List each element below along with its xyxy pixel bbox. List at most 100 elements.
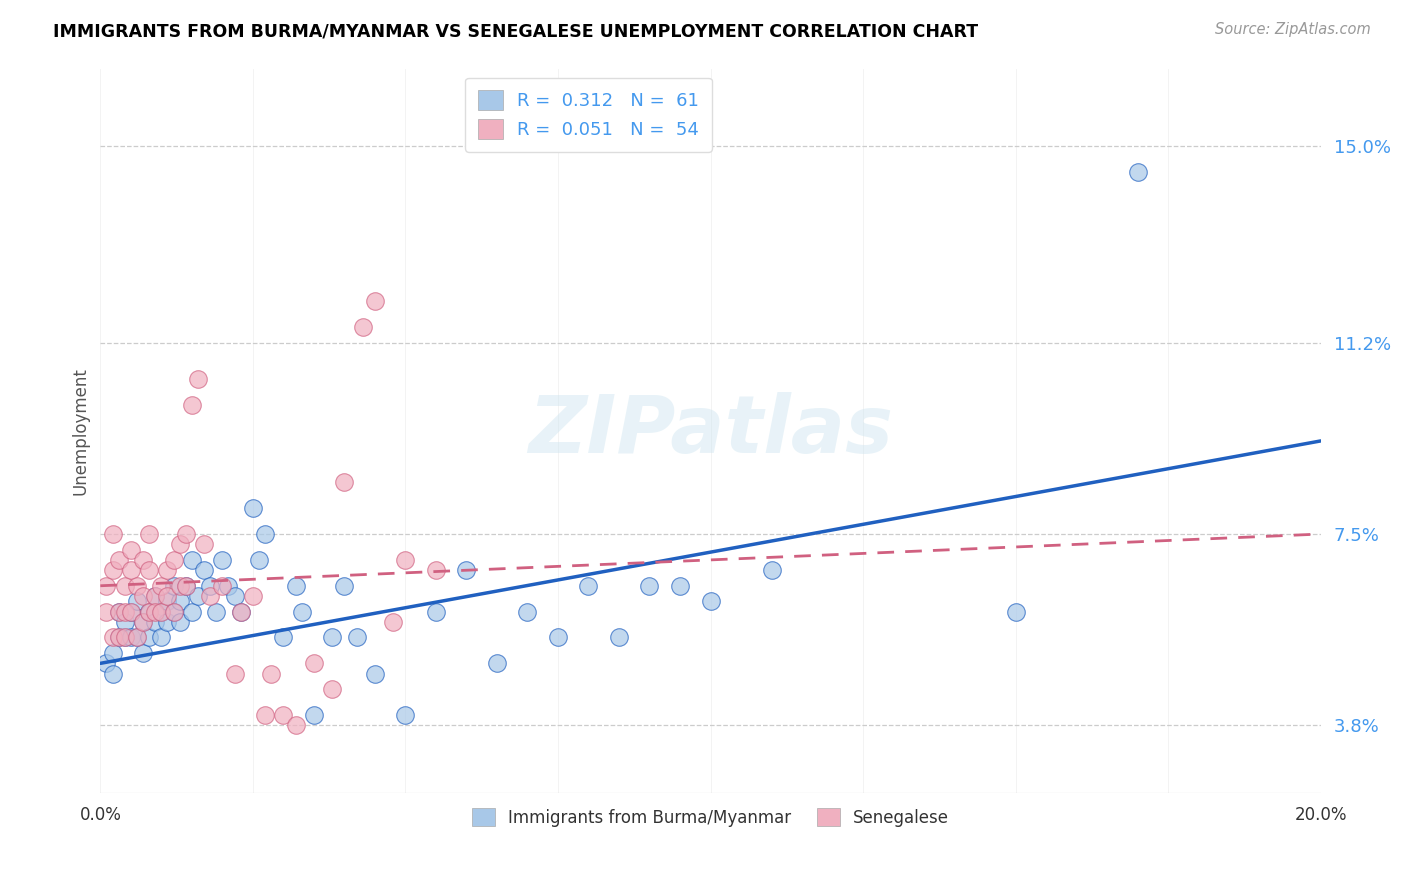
Point: [132, 615, 155, 629]
Point: [162, 605, 184, 619]
Point: [125, 594, 148, 608]
Point: [169, 579, 191, 593]
Point: [101, 646, 124, 660]
Point: [114, 631, 136, 645]
Point: [218, 579, 240, 593]
Point: [485, 657, 508, 671]
Point: [229, 605, 252, 619]
Point: [364, 666, 387, 681]
Point: [101, 666, 124, 681]
Point: [321, 682, 343, 697]
Point: [302, 657, 325, 671]
Point: [107, 553, 129, 567]
Point: [125, 631, 148, 645]
Point: [96, 579, 118, 593]
Point: [138, 563, 160, 577]
Point: [138, 527, 160, 541]
Point: [761, 563, 783, 577]
Point: [162, 605, 184, 619]
Point: [107, 631, 129, 645]
Point: [174, 579, 197, 593]
Point: [174, 579, 197, 593]
Point: [132, 615, 155, 629]
Point: [143, 589, 166, 603]
Point: [125, 579, 148, 593]
Point: [114, 605, 136, 619]
Point: [425, 605, 447, 619]
Point: [101, 631, 124, 645]
Point: [516, 605, 538, 619]
Point: [150, 579, 173, 593]
Point: [394, 708, 416, 723]
Point: [284, 718, 307, 732]
Point: [224, 589, 246, 603]
Point: [273, 631, 295, 645]
Point: [302, 708, 325, 723]
Point: [254, 708, 277, 723]
Point: [382, 615, 405, 629]
Point: [180, 553, 202, 567]
Point: [547, 631, 569, 645]
Point: [607, 631, 630, 645]
Point: [114, 579, 136, 593]
Point: [180, 605, 202, 619]
Point: [180, 398, 202, 412]
Point: [156, 563, 179, 577]
Point: [699, 594, 721, 608]
Point: [162, 553, 184, 567]
Point: [364, 294, 387, 309]
Point: [193, 563, 215, 577]
Point: [425, 563, 447, 577]
Y-axis label: Unemployment: Unemployment: [72, 367, 89, 494]
Point: [150, 605, 173, 619]
Point: [247, 553, 270, 567]
Point: [394, 553, 416, 567]
Point: [143, 615, 166, 629]
Point: [198, 589, 221, 603]
Point: [107, 631, 129, 645]
Point: [107, 605, 129, 619]
Point: [169, 594, 191, 608]
Point: [120, 542, 142, 557]
Point: [254, 527, 277, 541]
Point: [120, 631, 142, 645]
Point: [101, 527, 124, 541]
Point: [132, 553, 155, 567]
Point: [205, 605, 228, 619]
Point: [333, 579, 356, 593]
Point: [187, 589, 209, 603]
Point: [174, 527, 197, 541]
Point: [321, 631, 343, 645]
Point: [138, 631, 160, 645]
Point: [211, 579, 233, 593]
Point: [132, 589, 155, 603]
Point: [346, 631, 368, 645]
Point: [187, 372, 209, 386]
Point: [156, 589, 179, 603]
Point: [284, 579, 307, 593]
Point: [150, 605, 173, 619]
Point: [211, 553, 233, 567]
Point: [169, 537, 191, 551]
Text: ZIPatlas: ZIPatlas: [529, 392, 893, 469]
Point: [156, 615, 179, 629]
Point: [1126, 165, 1149, 179]
Point: [291, 605, 314, 619]
Point: [352, 320, 374, 334]
Point: [198, 579, 221, 593]
Point: [229, 605, 252, 619]
Point: [101, 563, 124, 577]
Point: [132, 646, 155, 660]
Point: [107, 605, 129, 619]
Point: [242, 501, 264, 516]
Point: [120, 605, 142, 619]
Point: [260, 666, 283, 681]
Point: [96, 605, 118, 619]
Point: [120, 605, 142, 619]
Point: [333, 475, 356, 490]
Point: [156, 594, 179, 608]
Point: [114, 631, 136, 645]
Point: [169, 615, 191, 629]
Point: [150, 631, 173, 645]
Point: [162, 579, 184, 593]
